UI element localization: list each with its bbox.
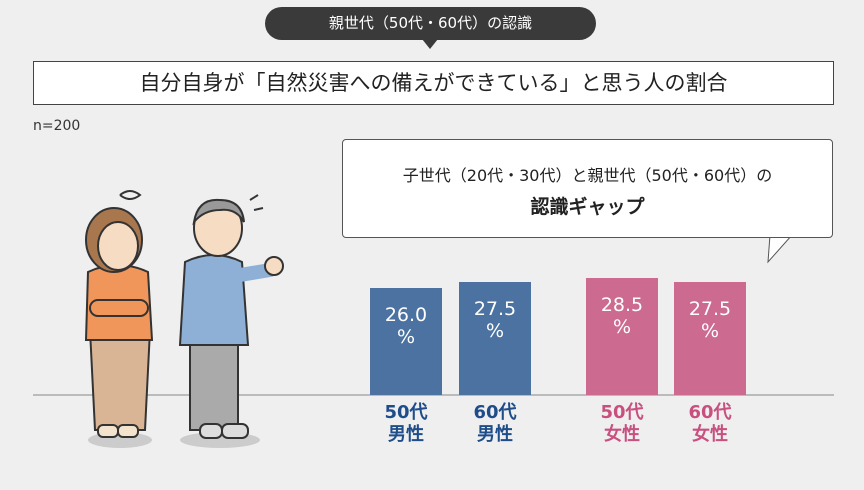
callout: 子世代（20代・30代）と親世代（50代・60代）の 認識ギャップ bbox=[342, 139, 833, 238]
header: 親世代（50代・60代）の認識 bbox=[265, 7, 596, 40]
value-label: 27.5 % bbox=[473, 298, 517, 343]
category-label: 60代 男性 bbox=[473, 402, 517, 445]
value-label: 27.5 % bbox=[688, 298, 732, 343]
bar bbox=[674, 282, 746, 395]
sample-size: n=200 bbox=[33, 118, 81, 134]
value-label: 26.0 % bbox=[384, 304, 428, 349]
bar bbox=[370, 288, 442, 395]
value-label: 28.5 % bbox=[600, 294, 644, 338]
bar bbox=[586, 278, 658, 395]
category-label: 60代 女性 bbox=[688, 402, 732, 445]
category-label: 50代 女性 bbox=[600, 402, 644, 445]
bar bbox=[459, 282, 531, 395]
chart-title: 自分自身が「自然災害への備えができている」と思う人の割合 bbox=[33, 61, 834, 105]
callout-line: 子世代（20代・30代）と親世代（50代・60代）の bbox=[402, 166, 773, 185]
callout-line: 認識ギャップ bbox=[530, 196, 645, 218]
category-label: 50代 男性 bbox=[384, 402, 428, 445]
